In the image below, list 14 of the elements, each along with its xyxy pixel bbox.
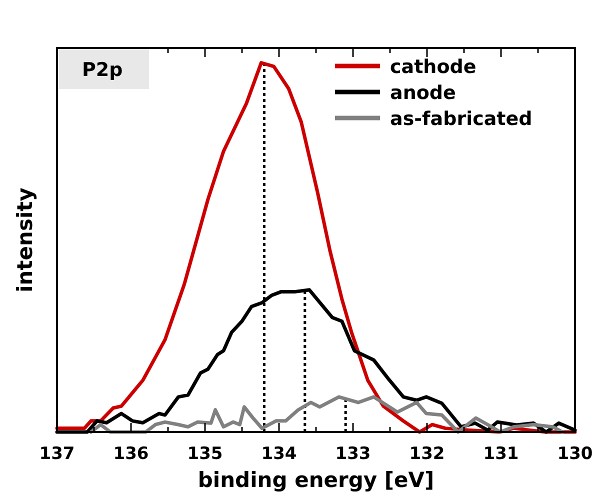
legend-label: cathode: [390, 56, 476, 78]
legend-label: anode: [390, 82, 456, 104]
x-tick-label: 131: [483, 444, 519, 464]
x-axis-title: binding energy [eV]: [198, 468, 434, 492]
x-tick-label: 136: [113, 444, 149, 464]
x-tick-label: 135: [187, 444, 223, 464]
chart-title: P2p: [82, 59, 123, 81]
x-tick-label: 132: [409, 444, 445, 464]
x-tick-label: 134: [261, 444, 297, 464]
legend-label: as-fabricated: [390, 108, 532, 130]
x-tick-label: 133: [335, 444, 371, 464]
y-axis-title: intensity: [13, 187, 37, 292]
x-tick-label: 137: [39, 444, 75, 464]
x-tick-label: 130: [557, 444, 593, 464]
